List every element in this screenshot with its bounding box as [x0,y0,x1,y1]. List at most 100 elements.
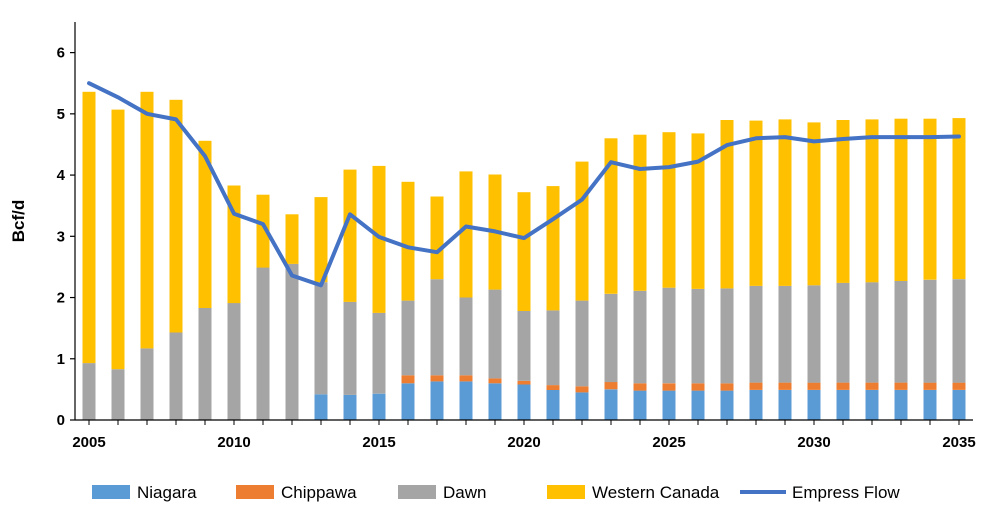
bar-dawn-2012 [285,263,299,420]
bar-chippawa-2030 [807,382,821,390]
bar-western-canada-2021 [546,186,560,311]
bar-niagara-2028 [749,390,763,420]
bar-niagara-2033 [894,390,908,420]
bar-western-canada-2007 [140,91,154,349]
bar-chippawa-2033 [894,382,908,390]
bar-western-canada-2009 [198,140,212,308]
bar-western-canada-2014 [343,169,357,302]
legend-label-western-canada: Western Canada [592,483,720,502]
bar-western-canada-2008 [169,99,183,333]
bar-dawn-2033 [894,281,908,383]
line-empress-flow [87,81,961,288]
bar-dawn-2025 [662,287,676,384]
bar-chippawa-2023 [604,382,618,390]
y-tick-label: 3 [57,228,65,245]
legend-label-empress-flow: Empress Flow [792,483,900,502]
bar-western-canada-2034 [923,118,937,280]
bar-niagara-2024 [633,390,647,420]
bar-western-canada-2017 [430,196,444,280]
bar-western-canada-2018 [459,171,473,298]
bar-dawn-2010 [227,303,241,420]
bar-western-canada-2020 [517,192,531,311]
bar-niagara-2021 [546,390,560,420]
bar-western-canada-2029 [778,119,792,286]
bar-western-canada-2006 [111,109,125,370]
x-tick-label: 2025 [652,434,685,451]
bar-chippawa-2031 [836,382,850,390]
bar-niagara-2019 [488,383,502,420]
bar-group [82,91,966,420]
bar-western-canada-2025 [662,132,676,288]
bar-niagara-2027 [720,390,734,420]
bar-niagara-2017 [430,381,444,420]
bar-dawn-2029 [778,285,792,383]
bar-niagara-2015 [372,393,386,420]
bar-chippawa-2022 [575,386,589,393]
bar-niagara-2020 [517,384,531,420]
bar-western-canada-2032 [865,119,879,283]
bar-dawn-2006 [111,369,125,420]
bar-dawn-2032 [865,282,879,383]
bar-chippawa-2021 [546,385,560,390]
legend-label-dawn: Dawn [443,483,486,502]
bar-chippawa-2020 [517,380,531,385]
bar-western-canada-2022 [575,161,589,301]
bar-chippawa-2026 [691,383,705,391]
bar-niagara-2032 [865,390,879,420]
bar-western-canada-2012 [285,214,299,264]
bar-chippawa-2032 [865,382,879,390]
bar-dawn-2008 [169,332,183,420]
bar-dawn-2019 [488,289,502,379]
legend-swatch-western-canada [547,485,585,499]
bar-dawn-2035 [952,279,966,383]
bar-dawn-2020 [517,311,531,381]
legend: Niagara Chippawa Dawn Western Canada Empress… [92,483,900,502]
bar-chippawa-2024 [633,383,647,391]
bar-western-canada-2028 [749,120,763,286]
bar-western-canada-2023 [604,138,618,294]
bar-chippawa-2029 [778,382,792,390]
bar-western-canada-2030 [807,122,821,286]
legend-swatch-dawn [398,485,436,499]
bar-western-canada-2035 [952,118,966,280]
bar-niagara-2022 [575,392,589,420]
bar-dawn-2022 [575,300,589,387]
legend-swatch-chippawa [236,485,274,499]
bar-western-canada-2033 [894,118,908,281]
bar-dawn-2026 [691,289,705,384]
bar-dawn-2011 [256,267,270,420]
bar-dawn-2013 [314,282,328,395]
bar-niagara-2025 [662,390,676,420]
bar-chippawa-2027 [720,383,734,391]
y-tick-label: 6 [57,45,65,62]
bar-western-canada-2015 [372,165,386,313]
bar-dawn-2024 [633,290,647,384]
bar-western-canada-2005 [82,91,96,364]
bar-dawn-2028 [749,285,763,383]
y-tick-label: 5 [57,106,65,123]
bar-niagara-2030 [807,390,821,420]
bar-chippawa-2018 [459,375,473,382]
bar-western-canada-2024 [633,134,647,291]
y-tick-label: 2 [57,290,65,307]
bar-niagara-2013 [314,394,328,420]
bar-western-canada-2026 [691,133,705,289]
x-tick-label: 2030 [797,434,830,451]
bar-chippawa-2017 [430,375,444,382]
bar-dawn-2034 [923,279,937,383]
bar-dawn-2023 [604,293,618,383]
bar-dawn-2016 [401,300,415,376]
axes: 0 1 2 3 4 5 6 2005 2010 2015 2020 2025 2030 2035 Bcf/d [9,22,976,451]
bar-dawn-2014 [343,301,357,395]
bar-dawn-2015 [372,312,386,394]
bar-chippawa-2025 [662,383,676,391]
bar-niagara-2018 [459,381,473,420]
bar-chippawa-2016 [401,375,415,384]
bar-niagara-2029 [778,390,792,420]
bar-niagara-2026 [691,390,705,420]
line-group [87,81,961,288]
bar-chippawa-2028 [749,382,763,390]
bar-niagara-2014 [343,394,357,420]
bar-niagara-2023 [604,389,618,420]
bar-western-canada-2011 [256,194,270,268]
